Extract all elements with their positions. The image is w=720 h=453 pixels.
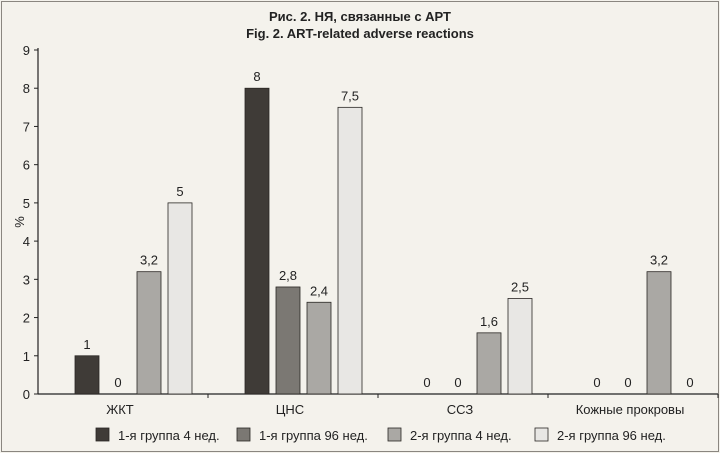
data-label: 2,4 <box>310 283 328 298</box>
y-tick-label: 0 <box>23 387 30 402</box>
y-axis-label: % <box>12 216 27 228</box>
legend-label: 1-я группа 4 нед. <box>118 428 220 443</box>
bar <box>507 298 533 395</box>
data-label: 1 <box>83 337 90 352</box>
y-tick-label: 7 <box>23 119 30 134</box>
bar <box>476 332 502 395</box>
bar <box>337 106 363 395</box>
data-label: 0 <box>686 375 693 390</box>
legend-swatch <box>236 427 251 442</box>
x-tick-label: ЖКТ <box>106 402 134 417</box>
bar <box>275 286 301 395</box>
y-tick-label: 9 <box>23 43 30 58</box>
bar <box>244 87 270 395</box>
data-label: 7,5 <box>341 88 359 103</box>
bar <box>646 271 672 395</box>
data-label: 2,5 <box>511 279 529 294</box>
data-label: 0 <box>454 375 461 390</box>
data-label: 0 <box>593 375 600 390</box>
y-tick-label: 4 <box>23 234 30 249</box>
y-tick-label: 2 <box>23 311 30 326</box>
bar <box>306 301 332 395</box>
y-tick-label: 6 <box>23 158 30 173</box>
bar <box>167 202 193 395</box>
y-tick-label: 8 <box>23 81 30 96</box>
data-label: 2,8 <box>279 268 297 283</box>
data-label: 8 <box>253 69 260 84</box>
x-tick-label: Кожные прокровы <box>576 402 685 417</box>
data-label: 5 <box>176 184 183 199</box>
x-tick-label: ССЗ <box>447 402 474 417</box>
data-label: 0 <box>114 375 121 390</box>
chart-title: Рис. 2. НЯ, связанные с АРТ <box>269 9 451 24</box>
data-label: 0 <box>624 375 631 390</box>
data-label: 3,2 <box>650 253 668 268</box>
x-tick-label: ЦНС <box>276 402 304 417</box>
bar <box>74 355 100 395</box>
y-tick-label: 1 <box>23 349 30 364</box>
bar <box>136 271 162 395</box>
y-tick-label: 3 <box>23 272 30 287</box>
data-label: 1,6 <box>480 314 498 329</box>
legend-label: 1-я группа 96 нед. <box>259 428 368 443</box>
data-label: 0 <box>423 375 430 390</box>
data-label: 3,2 <box>140 253 158 268</box>
chart-subtitle: Fig. 2. ART-related adverse reactions <box>246 26 474 41</box>
legend-label: 2-я группа 96 нед. <box>557 428 666 443</box>
legend-swatch <box>534 427 549 442</box>
legend-label: 2-я группа 4 нед. <box>410 428 512 443</box>
y-tick-label: 5 <box>23 196 30 211</box>
legend-swatch <box>387 427 402 442</box>
legend-swatch <box>95 427 110 442</box>
